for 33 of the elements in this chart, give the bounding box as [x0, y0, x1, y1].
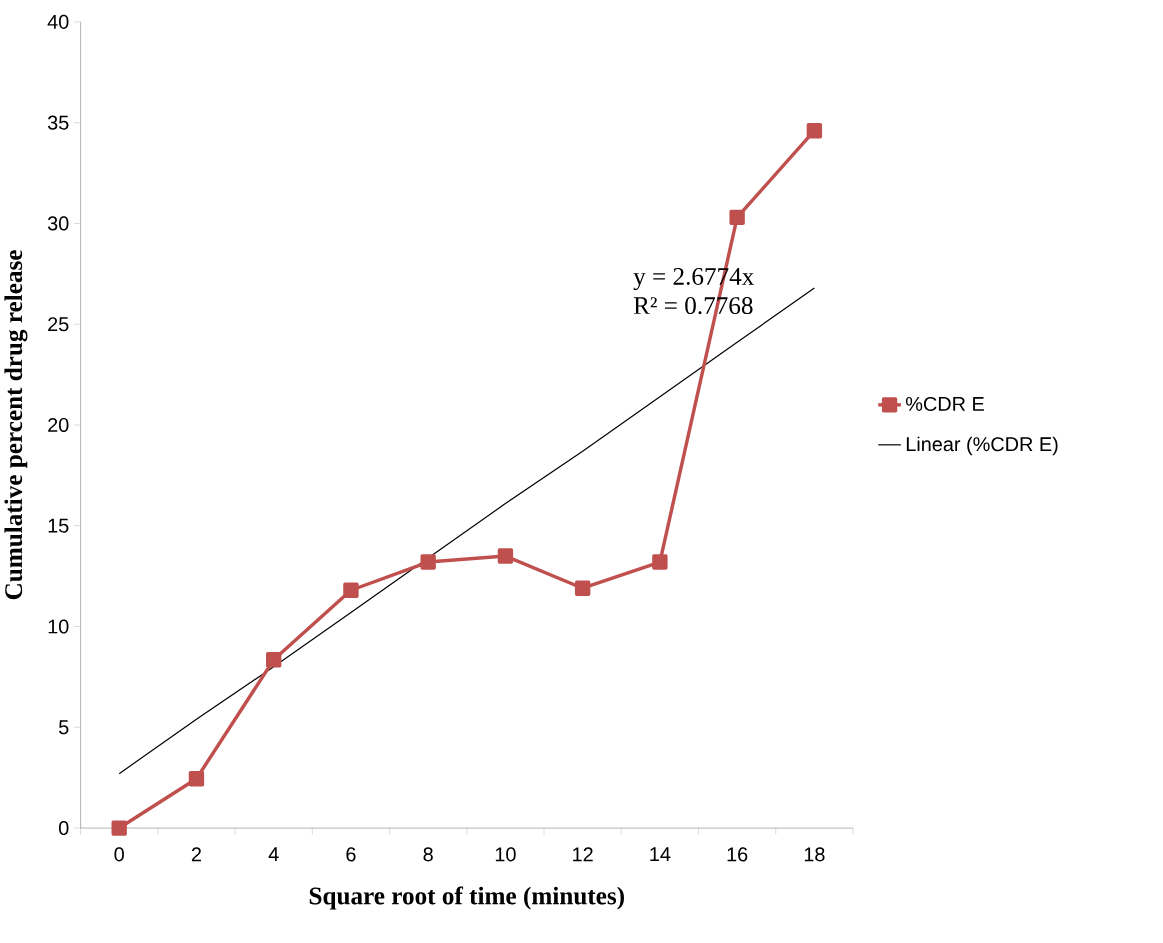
point: [111, 820, 127, 836]
point: [343, 582, 359, 598]
y-tick-label: 20: [48, 417, 69, 432]
x-tick-label: 18: [804, 847, 825, 862]
x-tick-label: 14: [650, 847, 671, 861]
y-tick-label: 35: [47, 115, 69, 130]
y-tick-label: 10: [48, 619, 69, 634]
legend-label: %CDR E: [905, 396, 984, 411]
point: [574, 580, 591, 596]
y-tick-label: 40: [47, 14, 69, 29]
point: [806, 122, 823, 139]
y-tick-label: 5: [59, 720, 69, 735]
x-tick-label: 10: [495, 847, 516, 862]
y-tick-label: 25: [48, 316, 69, 332]
point: [188, 770, 205, 787]
legend-label: Linear (%CDR E): [906, 436, 1058, 455]
x-tick-label: 2: [191, 847, 201, 862]
point: [265, 651, 282, 668]
x-tick-label: 8: [423, 847, 433, 862]
point: [420, 554, 436, 570]
y-tick-label: 30: [47, 216, 69, 231]
point: [652, 554, 668, 570]
x-tick-label: 0: [114, 847, 124, 862]
y-axis-title: Cumulative percent drug release: [4, 249, 28, 599]
y-tick-label: 0: [58, 820, 69, 835]
x-tick-label: 16: [727, 847, 748, 862]
y-tick-label: 15: [48, 518, 69, 533]
x-tick-label: 12: [573, 847, 593, 862]
point: [729, 209, 745, 225]
x-tick-label: 4: [268, 847, 279, 861]
x-tick-label: 6: [346, 847, 356, 862]
point: [497, 548, 514, 564]
x-axis-title: Square root of time (minutes): [309, 886, 624, 910]
